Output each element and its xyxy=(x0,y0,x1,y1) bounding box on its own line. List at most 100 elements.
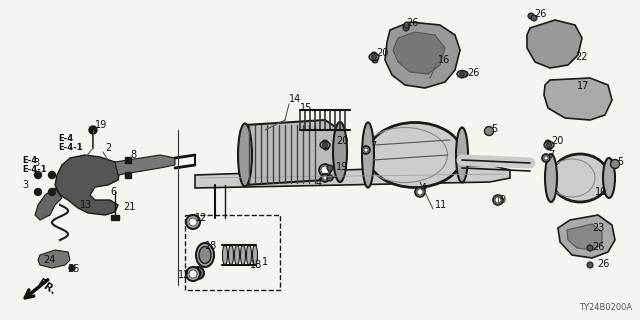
Ellipse shape xyxy=(223,245,227,265)
Ellipse shape xyxy=(253,245,257,265)
Circle shape xyxy=(493,195,503,205)
Circle shape xyxy=(460,71,465,76)
Circle shape xyxy=(415,187,425,197)
Bar xyxy=(111,215,119,220)
Circle shape xyxy=(49,188,56,196)
Ellipse shape xyxy=(246,245,252,265)
Circle shape xyxy=(462,71,468,77)
Text: 19: 19 xyxy=(336,162,348,172)
Polygon shape xyxy=(544,78,612,120)
Circle shape xyxy=(322,140,328,146)
Text: 20: 20 xyxy=(551,136,563,146)
Ellipse shape xyxy=(457,70,467,77)
Text: 24: 24 xyxy=(43,255,56,265)
Ellipse shape xyxy=(367,123,463,188)
Circle shape xyxy=(323,144,329,150)
Ellipse shape xyxy=(241,245,246,265)
Text: 5: 5 xyxy=(491,124,497,134)
Text: 3: 3 xyxy=(22,180,28,190)
Text: TY24B0200A: TY24B0200A xyxy=(579,303,632,312)
Ellipse shape xyxy=(199,246,211,263)
Text: 11: 11 xyxy=(435,200,447,210)
Ellipse shape xyxy=(611,159,620,169)
Text: 26: 26 xyxy=(534,9,547,19)
Text: E-4-1: E-4-1 xyxy=(58,142,83,151)
Circle shape xyxy=(35,172,42,179)
Text: 3: 3 xyxy=(33,158,39,168)
Text: 9: 9 xyxy=(499,195,505,205)
Text: 10: 10 xyxy=(595,187,607,197)
Polygon shape xyxy=(35,188,62,220)
Circle shape xyxy=(319,164,331,176)
Polygon shape xyxy=(55,155,120,215)
Text: 6: 6 xyxy=(110,187,116,197)
Circle shape xyxy=(364,148,368,152)
Ellipse shape xyxy=(603,158,615,198)
Polygon shape xyxy=(393,32,445,74)
Text: 1: 1 xyxy=(262,257,268,267)
Ellipse shape xyxy=(196,243,214,267)
Ellipse shape xyxy=(238,124,252,187)
Text: 18: 18 xyxy=(205,241,217,251)
Polygon shape xyxy=(385,22,460,88)
Circle shape xyxy=(459,72,465,78)
Circle shape xyxy=(189,270,197,278)
Text: 8: 8 xyxy=(130,150,136,160)
Circle shape xyxy=(528,13,534,19)
Ellipse shape xyxy=(544,141,554,148)
Polygon shape xyxy=(558,215,615,258)
Text: 26: 26 xyxy=(592,242,604,252)
Text: 16: 16 xyxy=(438,55,451,65)
Polygon shape xyxy=(527,20,582,68)
Circle shape xyxy=(547,142,552,148)
Circle shape xyxy=(545,140,551,146)
Text: 15: 15 xyxy=(300,103,312,113)
Ellipse shape xyxy=(234,245,239,265)
Ellipse shape xyxy=(456,127,468,182)
Circle shape xyxy=(49,172,56,179)
Text: 7: 7 xyxy=(548,150,554,160)
Circle shape xyxy=(186,215,200,229)
Text: 23: 23 xyxy=(592,223,604,233)
Circle shape xyxy=(546,144,552,150)
Text: 12: 12 xyxy=(195,213,207,223)
Circle shape xyxy=(189,218,197,226)
Bar xyxy=(125,172,131,178)
Text: 14: 14 xyxy=(289,94,301,104)
Circle shape xyxy=(321,166,329,174)
Polygon shape xyxy=(38,250,70,268)
Text: 25: 25 xyxy=(67,264,79,274)
Polygon shape xyxy=(115,155,175,175)
Circle shape xyxy=(362,146,370,154)
Circle shape xyxy=(587,262,593,268)
Circle shape xyxy=(587,245,593,251)
Text: 20: 20 xyxy=(376,48,388,58)
Text: FR.: FR. xyxy=(36,277,58,297)
Circle shape xyxy=(417,189,423,195)
Text: 19: 19 xyxy=(95,120,108,130)
Text: 18: 18 xyxy=(250,260,262,270)
Circle shape xyxy=(186,267,200,281)
Circle shape xyxy=(372,57,378,63)
Circle shape xyxy=(321,174,329,182)
Text: 26: 26 xyxy=(467,68,479,78)
Circle shape xyxy=(195,270,201,276)
Circle shape xyxy=(323,176,327,180)
Circle shape xyxy=(69,265,75,271)
Circle shape xyxy=(327,175,333,181)
Text: 13: 13 xyxy=(80,200,92,210)
Ellipse shape xyxy=(484,126,493,135)
Text: 2: 2 xyxy=(105,143,111,153)
Polygon shape xyxy=(245,120,340,185)
Circle shape xyxy=(327,165,333,171)
Circle shape xyxy=(403,25,409,31)
Text: E-4: E-4 xyxy=(22,156,37,164)
Bar xyxy=(185,215,280,290)
Circle shape xyxy=(35,188,42,196)
Circle shape xyxy=(404,22,410,28)
Ellipse shape xyxy=(551,154,609,202)
Text: 20: 20 xyxy=(336,136,348,146)
Circle shape xyxy=(323,142,328,148)
Text: 22: 22 xyxy=(575,52,588,62)
Ellipse shape xyxy=(333,122,347,182)
